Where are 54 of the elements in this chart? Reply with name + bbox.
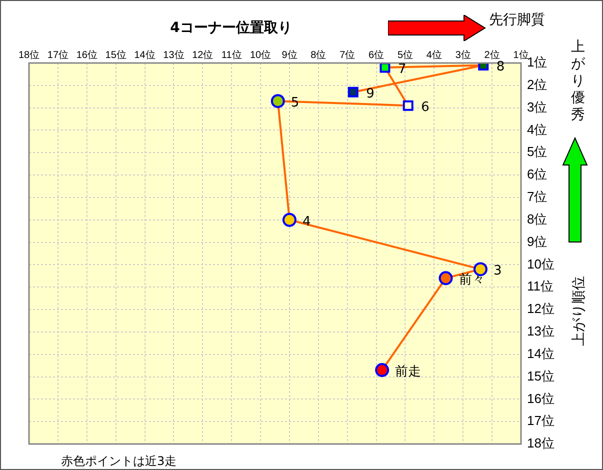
chart-title: 4コーナー位置取り: [169, 19, 293, 37]
annotation: 9: [366, 86, 374, 102]
point: [375, 363, 390, 378]
y-tick-label: 18位: [527, 436, 554, 451]
x-tick-label: 14位: [134, 48, 156, 61]
x-tick-label: 12位: [192, 48, 214, 61]
y-tick-label: 8位: [527, 211, 548, 226]
x-tick-label: 4位: [426, 48, 442, 61]
x-tick-label: 13位: [163, 48, 184, 61]
annotation: 8: [496, 60, 505, 75]
x-tick-label: 10位: [250, 48, 272, 61]
y-tick-label: 17位: [527, 413, 554, 428]
x-tick-label: 1位: [513, 48, 529, 61]
x-tick-label: 9位: [282, 48, 298, 61]
point: [282, 212, 296, 227]
point: [402, 100, 414, 111]
y-tick-label: 5位: [527, 144, 548, 160]
x-tick-label: 18位: [18, 48, 40, 61]
x-tick-label: 17位: [47, 48, 69, 61]
text: 赤色ポイントは近3走: [61, 453, 177, 470]
point: [270, 94, 285, 108]
y-tick-label: 3位: [527, 99, 548, 114]
x-tick-label: 3位: [455, 48, 471, 61]
y-tick-label: 9位: [527, 234, 548, 249]
y-tick-label: 2位: [527, 76, 548, 92]
point: [348, 86, 358, 98]
y-tick-label: 13位: [527, 324, 554, 339]
annotation: 前々: [458, 272, 485, 288]
y-tick-label: 14位: [527, 346, 554, 361]
y-tick-label: 4位: [527, 122, 548, 137]
y-tick-label: 6位: [527, 166, 548, 182]
x-tick-label: 16位: [76, 48, 98, 61]
y-tick-label: 12位: [527, 301, 554, 316]
x-tick-label: 6位: [368, 48, 384, 61]
y-axis-title: 上がり順位: [570, 276, 588, 346]
annotation: 6: [421, 100, 430, 115]
point: [473, 262, 488, 276]
x-tick-label: 5位: [397, 48, 414, 61]
y-tick-label: 11位: [527, 278, 554, 294]
y-tick-label: 15位: [527, 368, 554, 384]
x-tick-label: 8位: [310, 48, 326, 61]
x-tick-label: 15位: [105, 48, 126, 61]
x-tick-label: 11位: [221, 48, 242, 61]
x-tick-label: 7位: [340, 48, 356, 61]
annotation: 3: [493, 264, 502, 279]
point: [438, 271, 453, 286]
x-tick-label: 2位: [484, 48, 500, 61]
y-tick-label: 10位: [527, 256, 554, 272]
text: 先行脚質: [489, 11, 545, 29]
y-tick-label: 16位: [527, 390, 554, 406]
y-tick-label: 7位: [527, 189, 548, 204]
annotation: 前走: [395, 364, 422, 380]
point: [380, 63, 390, 73]
text: 上がり優秀: [571, 39, 586, 124]
